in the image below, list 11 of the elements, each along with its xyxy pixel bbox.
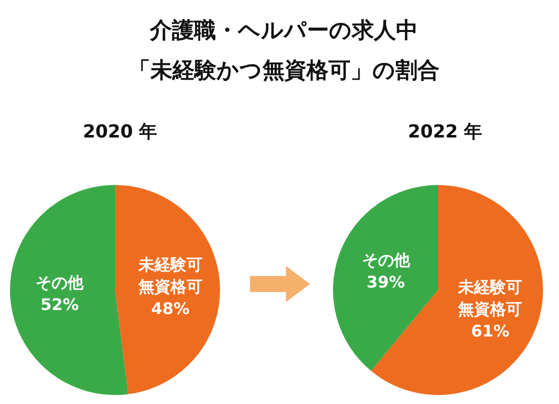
data-label: 52%	[40, 294, 79, 314]
data-label: 39%	[366, 272, 405, 292]
slice-label: 未経験可無資格可	[457, 277, 522, 318]
slice-label: 未経験可無資格可	[137, 255, 202, 296]
slice-label: その他	[362, 250, 411, 270]
chart-subtitle: 2020 年	[82, 122, 158, 142]
text: 介護職・ヘルパーの求人中「未経験かつ無資格可」の割合	[128, 18, 440, 84]
data-label: 48%	[151, 299, 190, 318]
data-label: 61%	[471, 321, 510, 340]
slice-label: その他	[36, 272, 85, 292]
chart-subtitle: 2022 年	[408, 122, 482, 142]
